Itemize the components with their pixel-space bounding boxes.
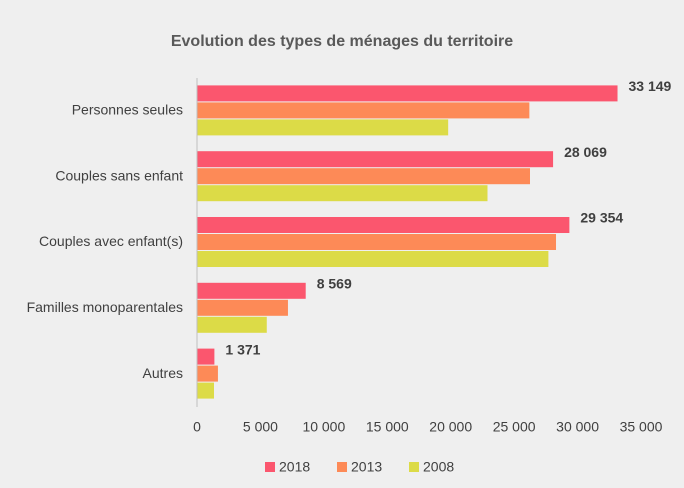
data-label: 8 569 <box>317 276 352 292</box>
legend-swatch <box>337 462 347 472</box>
legend-label: 2013 <box>351 459 382 475</box>
bar <box>197 168 530 185</box>
x-tick-label: 20 000 <box>429 419 472 435</box>
data-label: 33 149 <box>629 78 672 94</box>
x-tick-label: 30 000 <box>556 419 599 435</box>
legend-swatch <box>265 462 275 472</box>
bar <box>197 85 618 102</box>
legend-label: 2018 <box>279 459 310 475</box>
data-label: 29 354 <box>580 210 623 226</box>
bar <box>197 151 554 168</box>
y-tick-label: Personnes seules <box>72 102 183 118</box>
chart-title: Evolution des types de ménages du territ… <box>171 33 513 50</box>
bar <box>197 251 549 267</box>
y-tick-label: Couples sans enfant <box>55 167 183 183</box>
x-tick-label: 0 <box>193 419 201 435</box>
x-tick-label: 15 000 <box>366 419 409 435</box>
bar <box>197 217 570 233</box>
data-label: 28 069 <box>564 144 607 160</box>
x-tick-label: 25 000 <box>493 419 536 435</box>
x-tick-label: 5 000 <box>243 419 278 435</box>
x-tick-label: 10 000 <box>302 419 345 435</box>
bar <box>197 299 288 316</box>
y-tick-label: Couples avec enfant(s) <box>39 233 183 249</box>
y-tick-label: Autres <box>143 365 183 381</box>
bar <box>197 282 306 299</box>
bar <box>197 382 214 399</box>
bar <box>197 102 530 119</box>
legend-label: 2008 <box>423 459 454 475</box>
x-tick-label: 35 000 <box>620 419 663 435</box>
bar <box>197 185 488 202</box>
bar <box>197 316 267 333</box>
bar <box>197 365 218 382</box>
data-label: 1 371 <box>225 341 260 357</box>
bar <box>197 234 557 250</box>
legend-swatch <box>409 462 419 472</box>
y-tick-label: Familles monoparentales <box>27 299 183 315</box>
bar <box>197 348 215 365</box>
bar <box>197 119 449 136</box>
